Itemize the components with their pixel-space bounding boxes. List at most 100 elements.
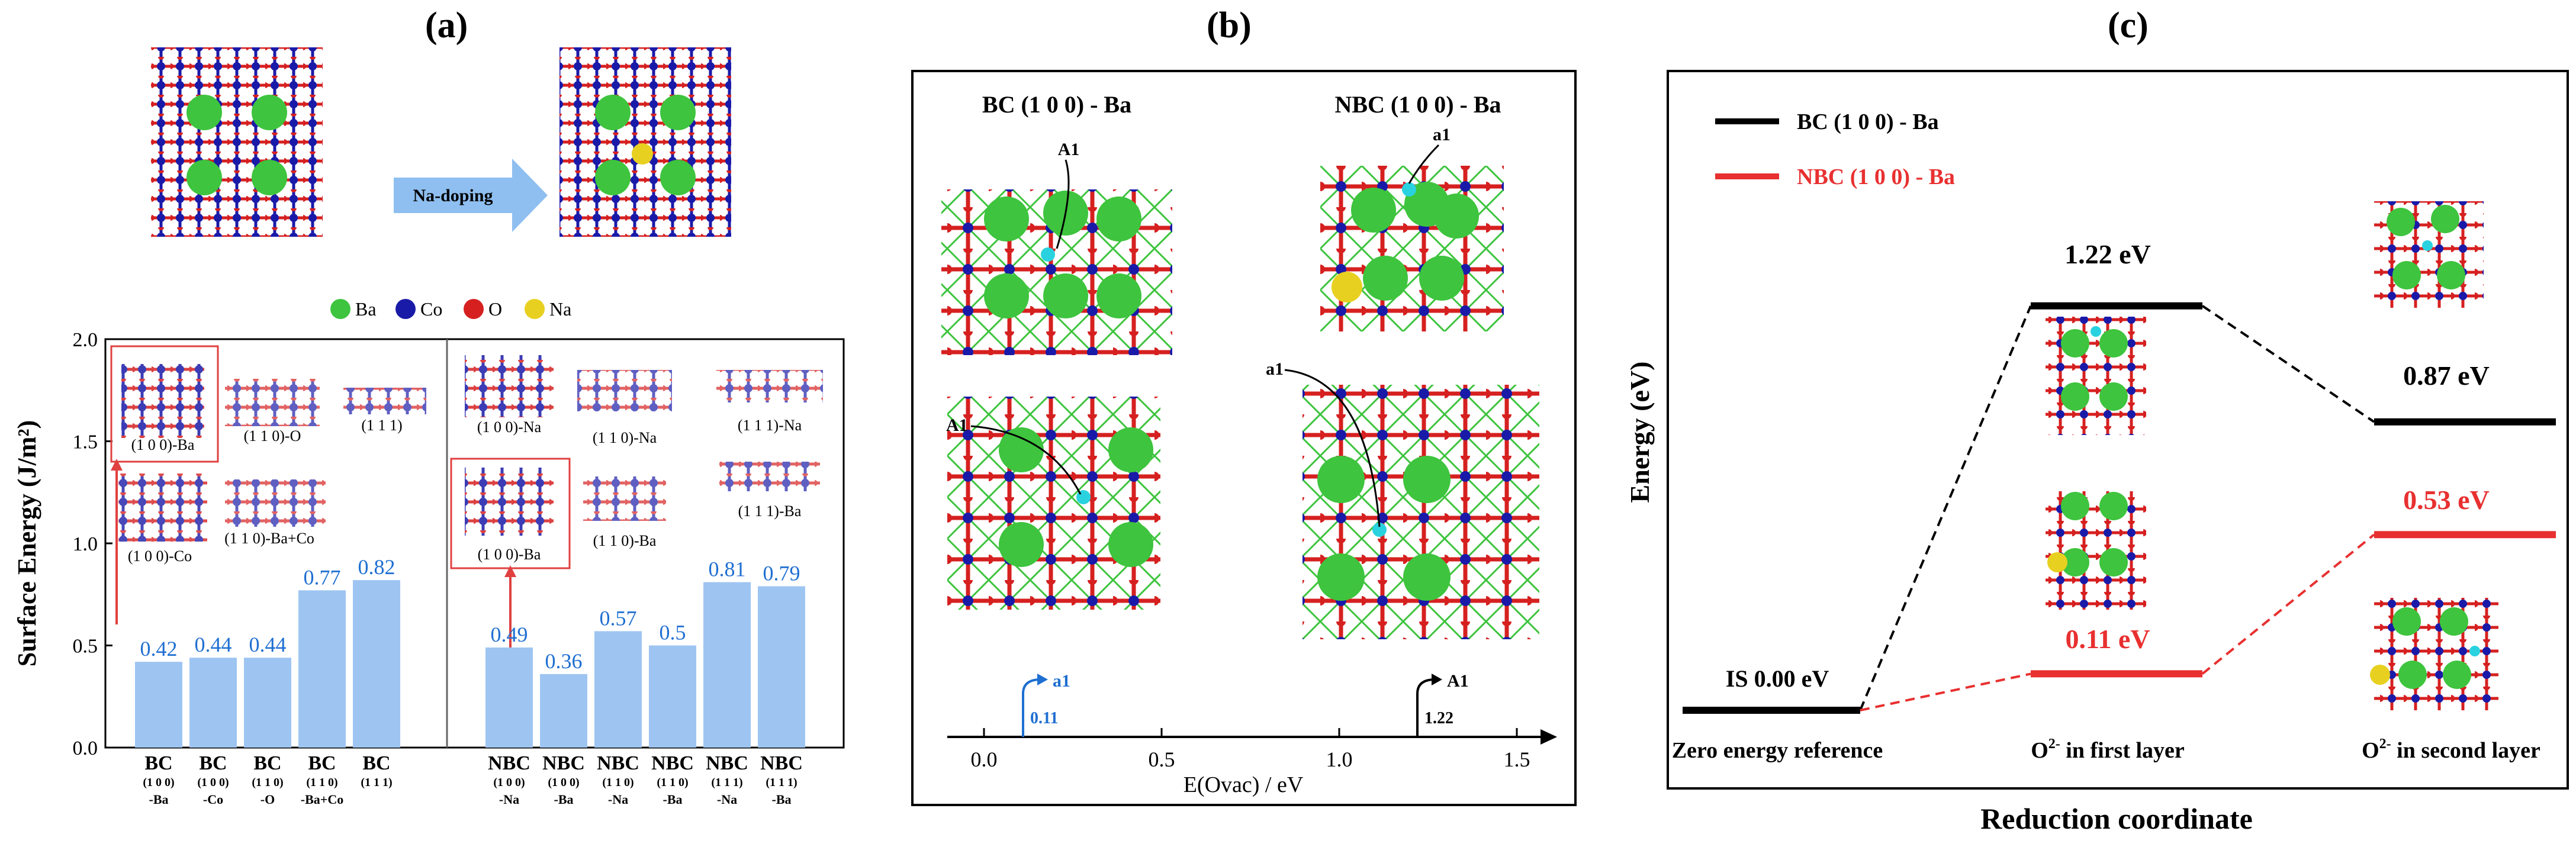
b-tick-label: 1.0 — [1326, 748, 1353, 771]
bar-value-label: 0.49 — [491, 623, 528, 646]
level-connector — [1860, 672, 2031, 711]
bc-top-site-label: A1 — [1058, 140, 1080, 159]
b-tick-label: 0.5 — [1149, 748, 1175, 771]
nbc-top-site-label: a1 — [1433, 125, 1451, 144]
level-connector — [2201, 305, 2375, 423]
panel-label-b: (b) — [1207, 5, 1252, 46]
category-main-label: BC — [144, 752, 172, 774]
category-facet-label: (1 1 0) — [306, 776, 337, 789]
nbc-top-structure — [1320, 166, 1504, 331]
level-label-nbc-first: 0.11 eV — [2065, 624, 2150, 654]
panel-label-c: (c) — [2108, 5, 2149, 46]
category-termination-label: -Na — [717, 792, 737, 807]
inset-nbc-111-ba: (1 1 1)-Ba — [738, 503, 802, 520]
level-label-bc-first: 1.22 eV — [2064, 239, 2151, 269]
chart-a-bars: 0.42 0.44 0.44 0.77 0.82 0.49 0.36 0.57 0.5 0.81 0… — [135, 555, 805, 748]
category-main-label: NBC — [651, 752, 694, 774]
panel-b-axis-arrowhead — [1541, 729, 1557, 745]
nbc-bottom-site-label: a1 — [1266, 359, 1284, 379]
y-tick-label: 0.5 — [73, 636, 98, 658]
category-facet-label: (1 1 1) — [766, 776, 797, 789]
category-termination-label: -Ba — [772, 792, 792, 807]
inset-nbc-100-ba: (1 0 0)-Ba — [478, 546, 541, 563]
nbc-first-layer-structure — [2046, 491, 2146, 610]
legend-bc: BC (1 0 0) - Ba — [1797, 110, 1939, 134]
bc-second-layer-structure — [2374, 201, 2484, 308]
y-tick-label: 1.0 — [73, 533, 98, 555]
y-tick-label: 2.0 — [73, 329, 98, 351]
bar — [758, 586, 805, 748]
na-doping-label: Na-doping — [413, 186, 493, 205]
chart-a-categories: BC (1 0 0) -Ba BC (1 0 0) -Co BC (1 1 0) -O BC (1 … — [143, 752, 803, 807]
bar — [703, 582, 751, 748]
nbc-bottom-site-arrow — [1284, 369, 1381, 527]
category-main-label: BC — [199, 752, 227, 774]
bc-top-structure — [941, 189, 1172, 355]
panel-label-a: (a) — [425, 5, 468, 46]
inset-nbc-111-na: (1 1 1)-Na — [738, 417, 802, 434]
bc-top-site-arrow — [1056, 159, 1070, 249]
panel-c-legend: BC (1 0 0) - Ba NBC (1 0 0) - Ba — [1715, 110, 1955, 189]
state-label-zero: Zero energy reference — [1672, 738, 1883, 763]
category-termination-label: -Ba — [149, 792, 169, 807]
marker-arrow — [1416, 678, 1436, 737]
category-facet-label: (1 1 1) — [711, 776, 742, 789]
legend-o: O — [488, 298, 502, 320]
legend-na: Na — [549, 298, 571, 320]
nbc-second-layer-structure — [2370, 598, 2498, 710]
bc-bottom-site-arrow — [970, 425, 1082, 495]
nbc-bulk-structure — [559, 47, 731, 237]
marker-site-label: A1 — [1447, 671, 1469, 691]
bar-value-label: 0.36 — [545, 649, 583, 673]
category-termination-label: -Ba+Co — [301, 792, 343, 807]
bar-value-label: 0.42 — [140, 637, 178, 661]
inset-nbc-100-na: (1 0 0)-Na — [477, 418, 542, 436]
category-facet-label: (1 1 0) — [657, 776, 688, 789]
category-facet-label: (1 0 0) — [493, 776, 525, 789]
b-tick-label: 1.5 — [1504, 748, 1530, 771]
panel-c-xlabel: Reduction coordinate — [1980, 802, 2253, 835]
atom-legend: Ba Co O Na — [330, 298, 571, 320]
bc-bottom-structure — [947, 397, 1160, 610]
category-main-label: BC — [362, 752, 390, 774]
category-termination-label: -Ba — [554, 792, 574, 807]
inset-bc-100-co: (1 0 0)-Co — [128, 548, 192, 565]
category-main-label: NBC — [597, 752, 639, 774]
bar-value-label: 0.57 — [600, 606, 637, 630]
category-main-label: NBC — [542, 752, 585, 774]
level-connector — [2201, 533, 2375, 675]
category-main-label: BC — [308, 752, 336, 774]
level-label-bc-second: 0.87 eV — [2403, 360, 2490, 391]
category-termination-label: -O — [261, 792, 275, 807]
legend-ba: Ba — [355, 298, 377, 320]
y-tick-label: 1.5 — [73, 431, 98, 453]
nbc-insets — [450, 355, 823, 657]
category-facet-label: (1 0 0) — [197, 776, 229, 789]
panel-c: BC (1 0 0) - Ba NBC (1 0 0) - Ba Energy … — [1625, 70, 2569, 835]
bar — [244, 658, 291, 748]
panel-c-levels — [1683, 302, 2556, 714]
category-main-label: NBC — [706, 752, 748, 774]
chart-a-yticks: 0.0 0.5 1.0 1.5 2.0 — [73, 329, 112, 759]
bar-value-label: 0.81 — [709, 558, 746, 581]
bar — [135, 662, 182, 748]
na-doping-arrow — [394, 159, 548, 232]
bar-value-label: 0.77 — [304, 565, 341, 589]
category-facet-label: (1 1 0) — [602, 776, 633, 789]
panel-b-markers: a1 0.11 A1 1.22 — [1022, 671, 1469, 737]
panel-b-frame — [911, 70, 1577, 806]
category-facet-label: (1 1 0) — [252, 776, 283, 789]
bc-insets — [110, 345, 426, 624]
category-termination-label: -Co — [203, 792, 223, 807]
category-main-label: NBC — [760, 752, 803, 774]
nbc-top-site-arrow — [1408, 144, 1440, 184]
category-termination-label: -Na — [499, 792, 519, 807]
legend-nbc: NBC (1 0 0) - Ba — [1797, 165, 1955, 189]
y-tick-label: 0.0 — [73, 737, 98, 759]
bar-value-label: 0.5 — [660, 621, 686, 645]
legend-co: Co — [420, 298, 442, 320]
category-main-label: NBC — [488, 752, 530, 774]
panel-c-frame — [1667, 70, 2569, 790]
state-label-first: O2- in first layer — [2031, 736, 2185, 763]
marker-arrowhead — [1037, 674, 1048, 685]
